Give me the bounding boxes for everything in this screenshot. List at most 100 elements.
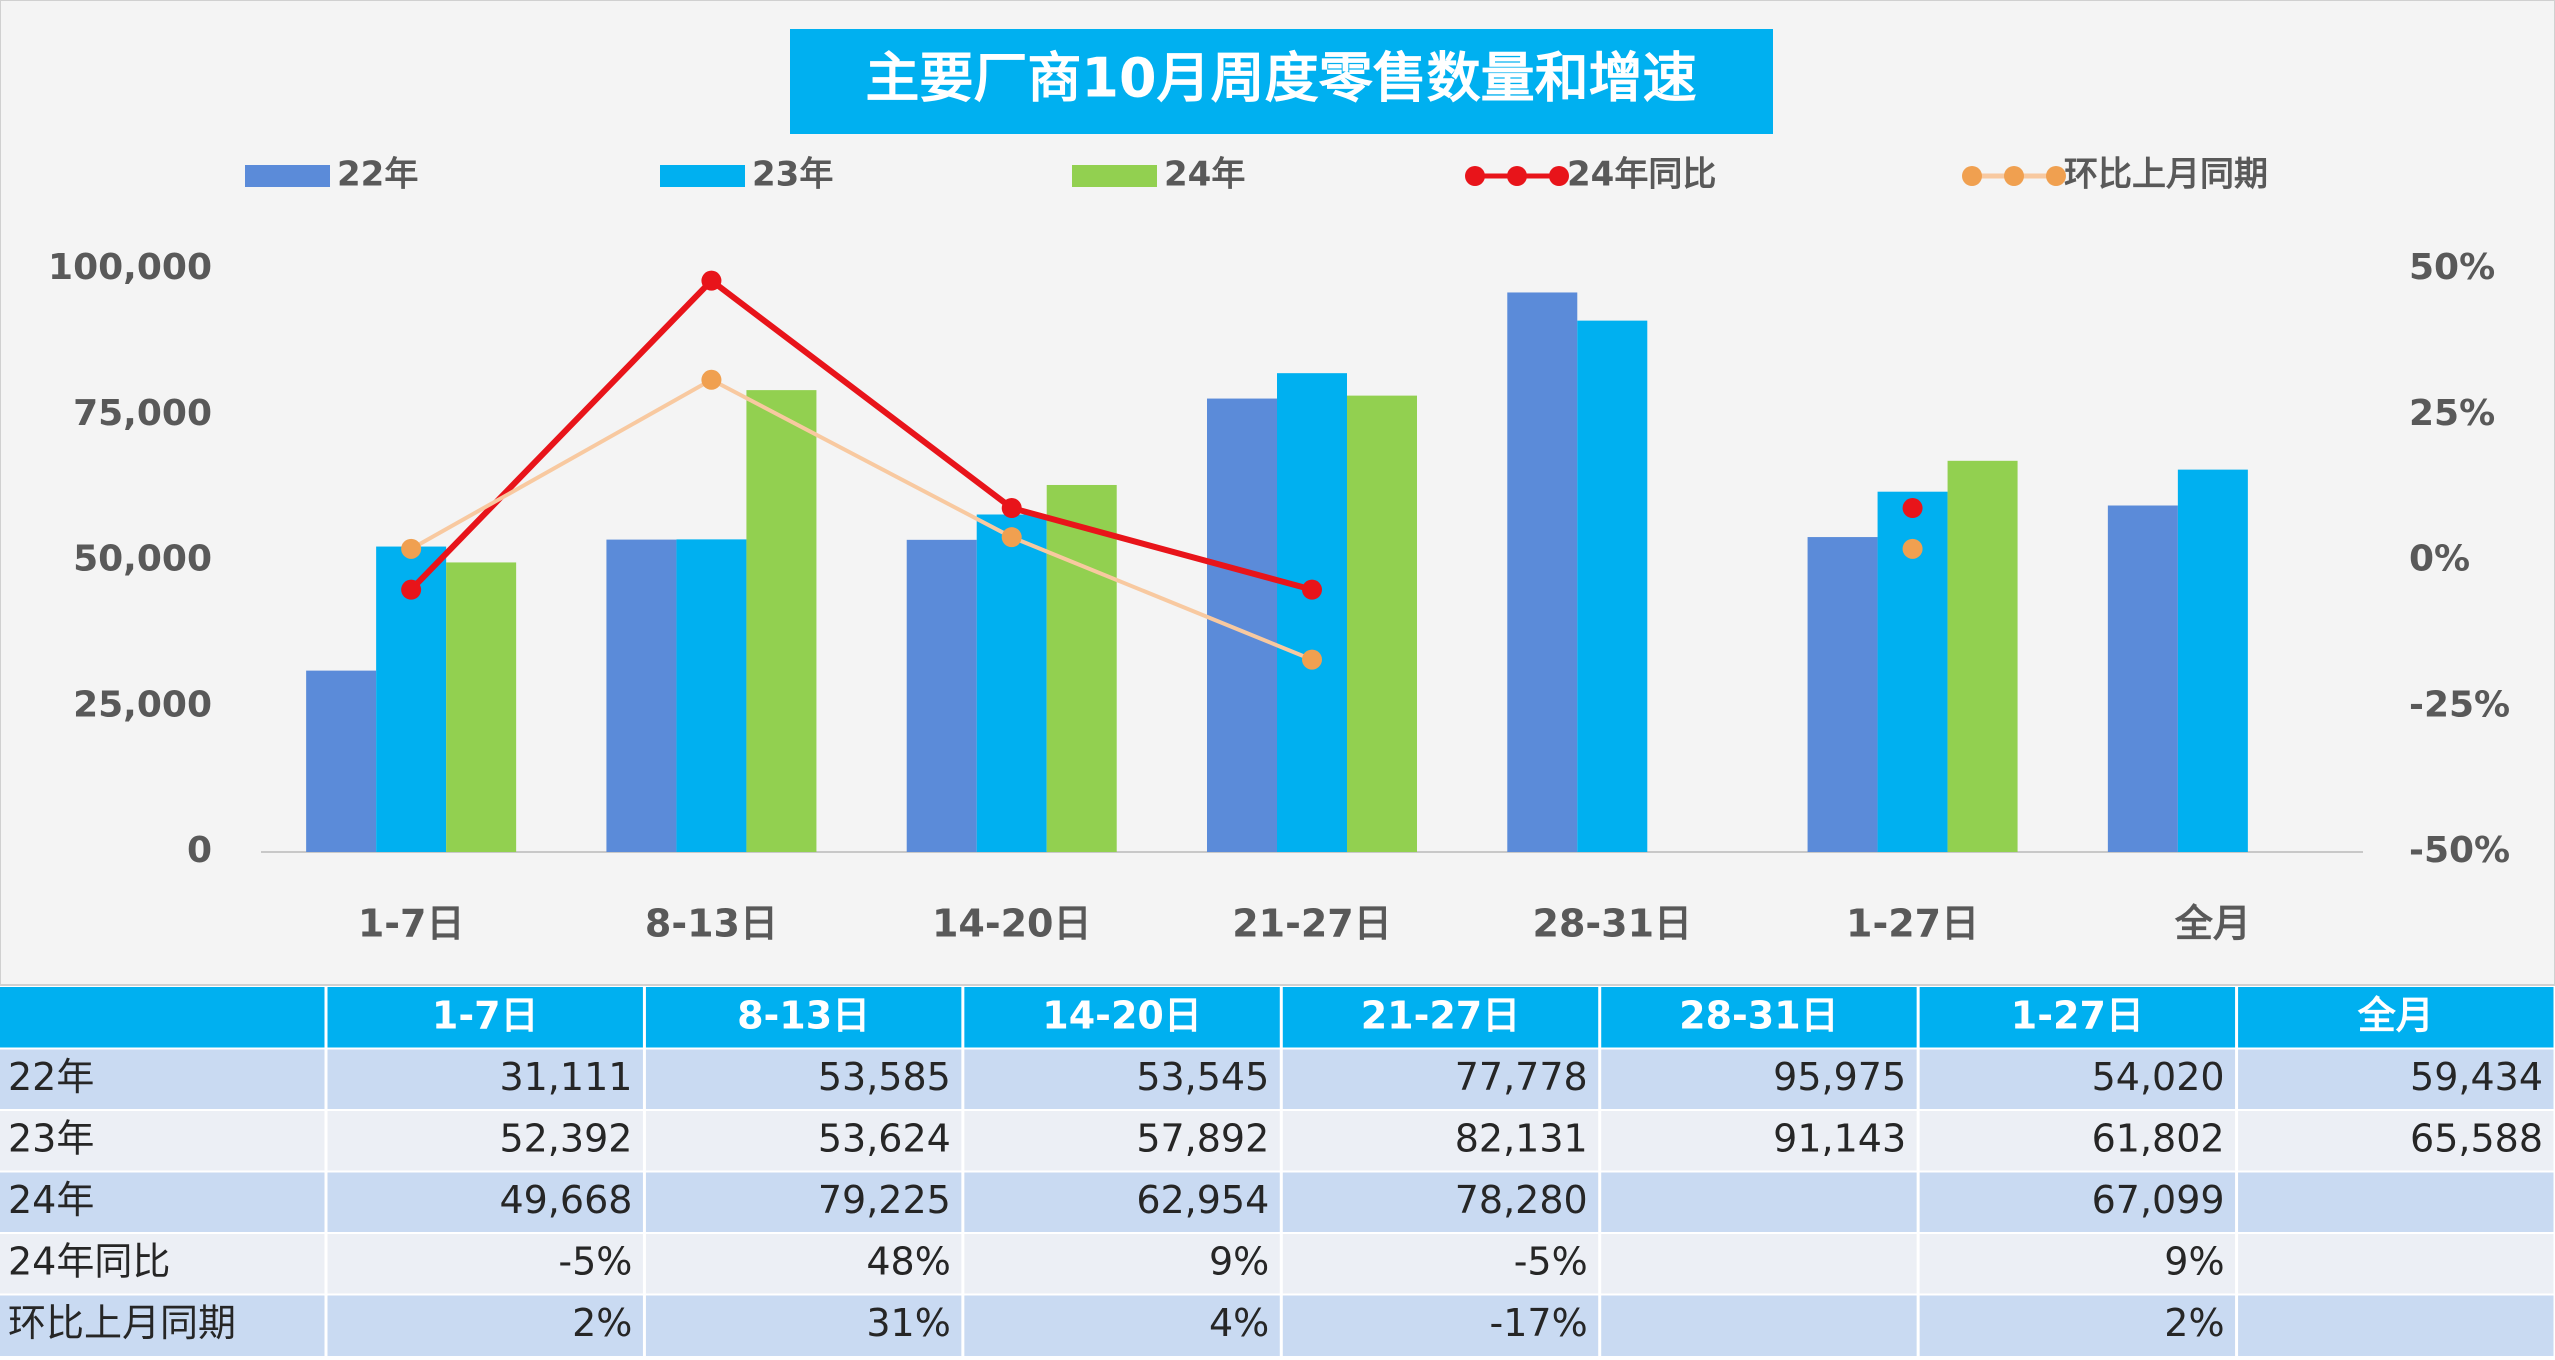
table-cell: 31,111 — [499, 1055, 632, 1099]
legend-label: 23年 — [752, 155, 833, 195]
legend-marker — [1465, 166, 1485, 186]
y2-tick-label: 25% — [2409, 393, 2495, 434]
bar — [1947, 460, 2018, 852]
point — [1001, 498, 1022, 519]
table-cell: 49,668 — [499, 1178, 632, 1222]
table-cell: -5% — [1514, 1239, 1588, 1283]
table-cell: -17% — [1490, 1301, 1588, 1345]
table-cell: 2% — [572, 1301, 632, 1345]
table-cell: 4% — [1209, 1301, 1269, 1345]
table-header-cell: 8-13日 — [737, 993, 870, 1037]
bar — [1046, 484, 1117, 852]
table-cell: 53,585 — [818, 1055, 951, 1099]
legend-swatch — [245, 165, 330, 187]
x-tick-label: 1-7日 — [358, 902, 465, 946]
table-row-bg — [0, 1233, 2555, 1295]
point — [1302, 579, 1322, 600]
legend-marker — [1962, 166, 1982, 186]
table-cell: -5% — [558, 1239, 632, 1283]
bar — [976, 514, 1047, 852]
x-tick-label: 8-13日 — [645, 902, 778, 946]
table-cell: 91,143 — [1773, 1116, 1906, 1160]
table-row-bg — [0, 1110, 2555, 1172]
legend-label: 环比上月同期 — [2064, 155, 2268, 195]
y-tick-label: 75,000 — [73, 393, 212, 434]
bar — [2177, 469, 2248, 852]
bar — [1277, 373, 1347, 852]
bar — [1207, 398, 1277, 852]
legend-marker — [2046, 166, 2066, 186]
bar — [906, 539, 977, 852]
table-row-bg — [0, 1171, 2555, 1233]
legend-swatch — [1072, 165, 1157, 187]
table-row-header: 24年 — [8, 1178, 94, 1222]
table-cell: 48% — [866, 1239, 950, 1283]
legend-marker — [2004, 166, 2024, 186]
bar — [676, 539, 747, 852]
point — [1902, 538, 1923, 559]
legend-label: 24年同比 — [1567, 155, 1716, 195]
x-tick-label: 28-31日 — [1533, 902, 1693, 946]
table-cell: 9% — [1209, 1239, 1269, 1283]
table-header-cell: 28-31日 — [1679, 993, 1839, 1037]
point — [701, 270, 722, 291]
point — [401, 538, 422, 559]
table-cell: 79,225 — [818, 1178, 951, 1222]
legend-label: 24年 — [1164, 155, 1245, 195]
table-cell: 2% — [2164, 1301, 2224, 1345]
table-row-header: 22年 — [8, 1055, 94, 1099]
x-tick-label: 1-27日 — [1846, 902, 1979, 946]
y-tick-label: 0 — [187, 830, 212, 871]
table-cell: 77,778 — [1455, 1055, 1588, 1099]
table-header-cell: 1-27日 — [2011, 993, 2144, 1037]
y2-tick-label: 50% — [2409, 247, 2495, 288]
y-tick-label: 100,000 — [48, 247, 212, 288]
y2-tick-label: -50% — [2409, 830, 2510, 871]
table-cell: 65,588 — [2410, 1116, 2543, 1160]
table-cell: 57,892 — [1136, 1116, 1269, 1160]
table-cell: 59,434 — [2410, 1055, 2543, 1099]
table-header-cell: 1-7日 — [432, 993, 539, 1037]
table-row-header: 23年 — [8, 1116, 94, 1160]
table-cell: 95,975 — [1773, 1055, 1906, 1099]
table-row-bg — [0, 1048, 2555, 1110]
legend-label: 22年 — [337, 155, 418, 195]
x-tick-label: 21-27日 — [1232, 902, 1392, 946]
bar — [446, 562, 517, 852]
bar — [306, 670, 377, 852]
table-cell: 31% — [866, 1301, 950, 1345]
y2-tick-label: 0% — [2409, 539, 2470, 580]
table-cell: 53,545 — [1136, 1055, 1269, 1099]
chart-title: 主要厂商10月周度零售数量和增速 — [865, 47, 1696, 110]
table-cell: 62,954 — [1136, 1178, 1269, 1222]
y-tick-label: 50,000 — [73, 539, 212, 580]
table-row-header: 环比上月同期 — [8, 1301, 236, 1345]
x-tick-label: 14-20日 — [932, 902, 1092, 946]
x-tick-label: 全月 — [2174, 902, 2251, 946]
bar — [606, 539, 677, 852]
point — [1902, 498, 1923, 519]
table-cell: 9% — [2164, 1239, 2224, 1283]
bar — [1807, 537, 1878, 852]
table-cell: 78,280 — [1455, 1178, 1588, 1222]
legend-swatch — [660, 165, 745, 187]
legend-marker — [1549, 166, 1569, 186]
point — [1302, 649, 1322, 670]
table-row-header: 24年同比 — [8, 1239, 170, 1283]
table-header-bg — [0, 987, 2555, 1049]
table-row-bg — [0, 1294, 2555, 1356]
table-cell: 82,131 — [1455, 1116, 1588, 1160]
table-header-cell: 14-20日 — [1042, 993, 1202, 1037]
bar — [1577, 320, 1648, 852]
table-cell: 54,020 — [2092, 1055, 2225, 1099]
bar — [1347, 395, 1417, 852]
y-tick-label: 25,000 — [73, 684, 212, 725]
table-header-cell: 全月 — [2357, 993, 2434, 1037]
bar — [2107, 505, 2178, 852]
point — [701, 369, 722, 390]
table-cell: 67,099 — [2092, 1178, 2225, 1222]
point — [401, 579, 422, 600]
bar — [1507, 292, 1578, 852]
